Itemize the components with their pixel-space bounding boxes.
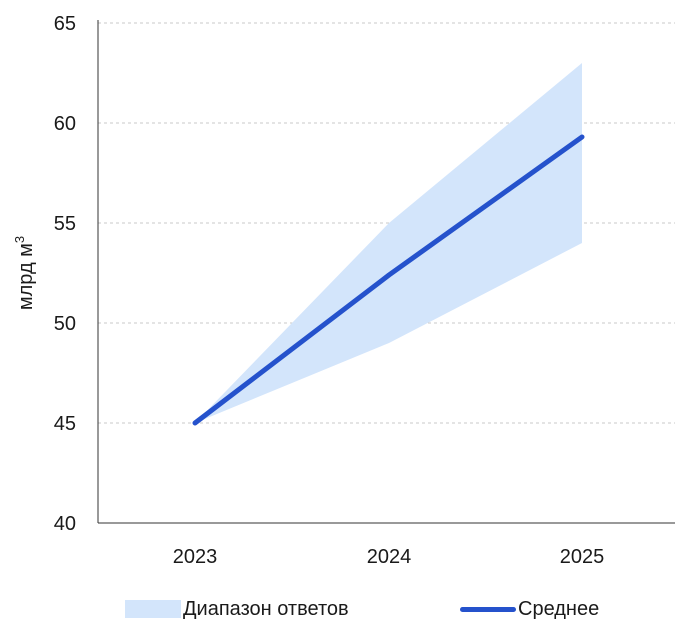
range-band xyxy=(195,63,582,423)
y-axis-label: млрд м3 xyxy=(12,236,37,310)
y-tick-labels: 40 45 50 55 60 65 xyxy=(54,13,76,535)
legend: Диапазон ответов Среднее xyxy=(0,594,675,624)
y-tick-50: 50 xyxy=(54,313,76,335)
mean-line xyxy=(192,134,585,426)
grid-lines xyxy=(98,22,675,424)
legend-swatch-range xyxy=(125,600,181,618)
range-band-layer xyxy=(195,63,582,423)
y-tick-60: 60 xyxy=(54,113,76,135)
y-tick-40: 40 xyxy=(54,513,76,535)
axes xyxy=(97,20,675,524)
y-tick-45: 45 xyxy=(54,413,76,435)
legend-item-range: Диапазон ответов xyxy=(125,594,349,624)
x-tick-labels: 2023 2024 2025 xyxy=(173,546,605,568)
x-tick-2025: 2025 xyxy=(560,546,605,568)
legend-item-mean: Среднее xyxy=(460,594,599,624)
legend-label-range: Диапазон ответов xyxy=(183,597,349,620)
y-axis-label-sup: 3 xyxy=(12,236,27,243)
y-tick-55: 55 xyxy=(54,213,76,235)
y-axis-label-text: млрд м xyxy=(15,243,37,310)
mean-line-layer xyxy=(192,134,585,426)
x-tick-2024: 2024 xyxy=(367,546,412,568)
legend-swatch-mean xyxy=(460,606,516,612)
y-tick-65: 65 xyxy=(54,13,76,35)
legend-label-mean: Среднее xyxy=(518,597,600,620)
x-tick-2023: 2023 xyxy=(173,546,218,568)
chart-plot: 40 45 50 55 60 65 2023 2024 2025 млрд м3 xyxy=(12,13,675,568)
